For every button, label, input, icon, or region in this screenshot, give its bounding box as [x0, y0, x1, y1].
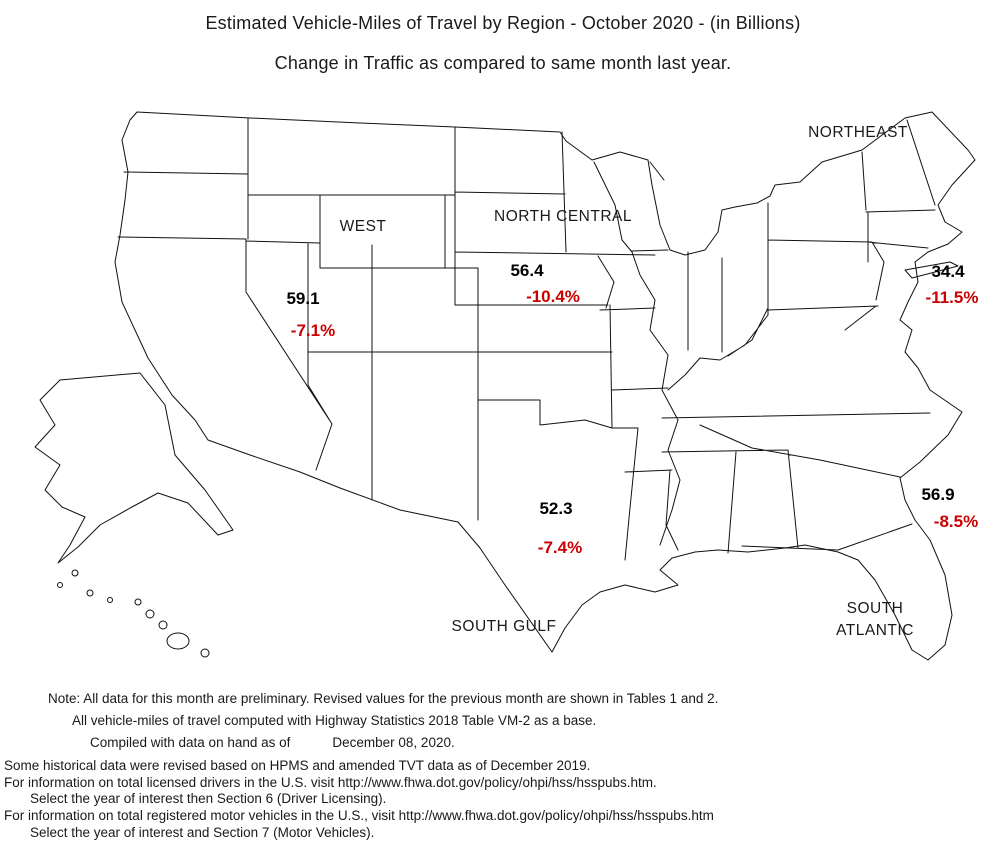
region-value-north-central: 56.4: [510, 261, 544, 280]
region-change-north-central: -10.4%: [526, 287, 580, 306]
region-change-south-gulf: -7.4%: [537, 538, 583, 557]
region-label-south-atlantic: SOUTH ATLANTIC: [836, 600, 914, 639]
note-preliminary: Note: All data for this month are prelim…: [48, 691, 719, 706]
note-registered-vehicles-url: For information on total registered moto…: [4, 808, 714, 823]
region-value-west: 59.1: [286, 289, 320, 308]
note-section6: Select the year of interest then Section…: [30, 791, 387, 806]
contiguous-us-outline: [114, 111, 976, 661]
chart-subtitle: Change in Traffic as compared to same mo…: [274, 53, 732, 73]
aleutian-islands: [57, 569, 113, 603]
note-compiled-date: December 08, 2020.: [332, 735, 455, 750]
region-value-northeast: 34.4: [931, 262, 965, 281]
region-value-south-atlantic: 56.9: [921, 485, 955, 504]
region-change-west: -7.1%: [290, 321, 336, 340]
region-value-south-gulf: 52.3: [539, 499, 573, 518]
us-region-map: [34, 111, 976, 661]
hawaii-islands: [134, 598, 210, 658]
note-licensed-drivers-url: For information on total licensed driver…: [4, 775, 657, 790]
alaska-outline: [34, 372, 234, 564]
region-label-west: WEST: [339, 218, 387, 235]
region-change-northeast: -11.5%: [925, 288, 979, 307]
note-section7: Select the year of interest and Section …: [30, 825, 375, 840]
note-compiled: Compiled with data on hand as of December…: [90, 735, 455, 750]
chart-title: Estimated Vehicle-Miles of Travel by Reg…: [205, 13, 801, 33]
long-island-outline: [904, 261, 959, 279]
state-borders: [117, 117, 936, 561]
region-label-north-central: NORTH CENTRAL: [494, 208, 632, 225]
region-label-south-gulf: SOUTH GULF: [451, 618, 557, 635]
note-compiled-label: Compiled with data on hand as of: [90, 735, 291, 750]
note-hpms-revision: Some historical data were revised based …: [4, 758, 591, 773]
note-vm2-base: All vehicle-miles of travel computed wit…: [72, 713, 597, 728]
region-label-northeast: NORTHEAST: [808, 124, 908, 141]
region-change-south-atlantic: -8.5%: [933, 512, 979, 531]
